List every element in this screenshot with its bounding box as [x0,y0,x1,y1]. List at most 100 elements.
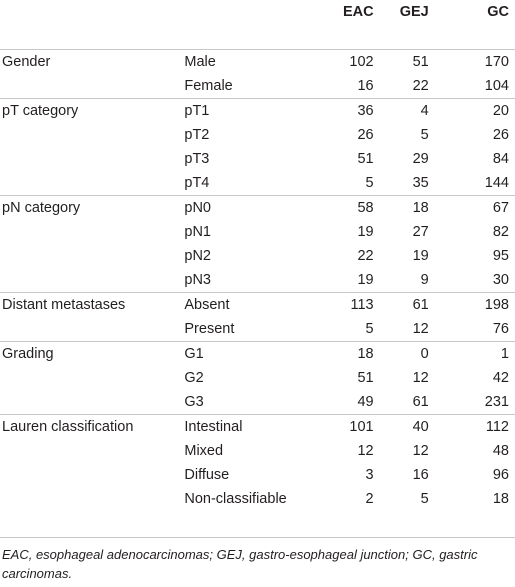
gc-value-cell: 20 [492,103,509,119]
eac-value-cell: 18 [357,346,374,362]
gc-value-cell: 30 [492,272,509,288]
eac-value-cell: 26 [357,127,374,143]
table-group: pN category pN0 58 18 67 pN1 19 27 82 pN2 22 19 95 pN… [0,195,515,293]
variable-cell [0,74,184,99]
header-gc: GC [428,0,515,49]
category-cell: pN2 [184,248,211,264]
gc-value-cell: 1 [500,346,509,362]
header-variable [0,0,185,49]
header-category [184,0,324,49]
variable-cell: Gender [2,53,51,70]
table-group: Lauren classification Intestinal 101 40 112 M… [0,414,515,512]
gej-value-cell: 35 [412,175,429,191]
gej-value-cell: 9 [420,272,429,288]
eac-value-cell: 58 [357,200,374,216]
eac-value-cell: 5 [365,321,374,337]
category-cell: pN0 [184,200,211,216]
gej-value-cell: 19 [412,248,429,264]
table-row: Female 16 22 104 [0,74,515,99]
gc-value-cell: 231 [484,394,509,410]
gc-value-cell: 104 [484,78,509,94]
variable-cell [0,123,184,147]
gej-value-cell: 16 [412,467,429,483]
gc-value-cell: 170 [484,53,509,70]
eac-value-cell: 12 [357,443,374,459]
header-eac: EAC [323,0,374,49]
variable-cell [0,147,184,171]
category-cell: pT1 [184,103,210,119]
table-row: Distant metastases Absent 113 61 198 [0,293,515,318]
gc-value-cell: 112 [485,419,509,435]
category-cell: Non-classifiable [184,491,287,507]
gc-value-cell: 18 [492,491,509,507]
category-cell: Mixed [184,443,224,459]
gc-value-cell: 198 [484,297,509,313]
gej-value-cell: 12 [412,370,429,386]
table-row: pT4 5 35 144 [0,171,515,196]
category-cell: Intestinal [184,419,243,435]
category-cell: pT2 [184,127,210,143]
gc-value-cell: 26 [492,127,509,143]
variable-cell: pT category [2,103,79,119]
eac-value-cell: 22 [357,248,374,264]
gej-value-cell: 29 [412,151,429,167]
category-cell: pT4 [184,175,210,191]
gc-value-cell: 42 [492,370,509,386]
gej-value-cell: 51 [412,53,429,70]
eac-value-cell: 51 [357,370,374,386]
gc-value-cell: 76 [492,321,509,337]
category-cell: pN3 [184,272,211,288]
table-row: pN category pN0 58 18 67 [0,196,515,221]
gej-value-cell: 40 [412,419,429,435]
category-cell: Male [184,53,216,70]
variable-cell [0,220,184,244]
gej-value-cell: 61 [412,297,429,313]
table-footnote: EAC, esophageal adenocarcinomas; GEJ, ga… [2,547,478,581]
table-row: Mixed 12 12 48 [0,439,515,463]
table-row: Gender Male 102 51 170 [0,49,515,74]
variable-cell: Lauren classification [2,419,134,435]
eac-value-cell: 16 [357,78,374,94]
category-cell: G3 [184,394,204,410]
gc-value-cell: 84 [492,151,509,167]
category-cell: Diffuse [184,467,230,483]
table-row: pN1 19 27 82 [0,220,515,244]
gc-value-cell: 82 [492,224,509,240]
variable-cell [0,487,184,511]
table-group: Distant metastases Absent 113 61 198 Present 5… [0,292,515,342]
table-row: Grading G1 18 0 1 [0,342,515,367]
variable-cell: Grading [2,346,54,362]
table-row: Diffuse 3 16 96 [0,463,515,487]
variable-cell [0,366,184,390]
table-row: Non-classifiable 2 5 18 [0,487,515,511]
table-row: pT3 51 29 84 [0,147,515,171]
table-row: G3 49 61 231 [0,390,515,415]
eac-value-cell: 102 [349,53,374,70]
variable-cell [0,244,184,268]
category-cell: pN1 [184,224,211,240]
table-row: pN3 19 9 30 [0,268,515,293]
category-cell: Present [184,321,235,337]
table-row: pN2 22 19 95 [0,244,515,268]
variable-cell [0,317,184,342]
category-cell: G2 [184,370,204,386]
variable-cell [0,463,184,487]
table-group: Gender Male 102 51 170 Female 16 22 104 [0,49,515,99]
category-cell: G1 [184,346,204,362]
category-cell: Female [184,78,233,94]
variable-cell: pN category [2,200,81,216]
eac-value-cell: 113 [350,297,374,313]
eac-value-cell: 3 [365,467,374,483]
gc-value-cell: 67 [492,200,509,216]
gc-value-cell: 48 [492,443,509,459]
eac-value-cell: 51 [357,151,374,167]
variable-cell [0,390,184,415]
gej-value-cell: 22 [412,78,429,94]
variable-cell [0,171,184,196]
eac-value-cell: 5 [365,175,374,191]
gej-value-cell: 12 [412,321,429,337]
eac-value-cell: 2 [365,491,374,507]
table-row: pT2 26 5 26 [0,123,515,147]
eac-value-cell: 101 [349,419,374,435]
